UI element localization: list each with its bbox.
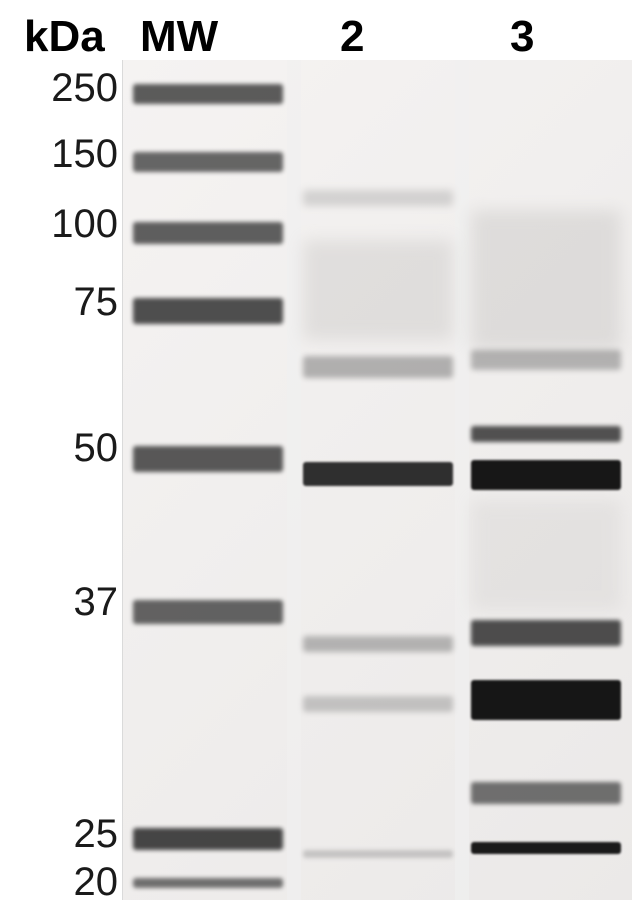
- band: [471, 680, 621, 720]
- band: [303, 850, 453, 858]
- band: [471, 842, 621, 854]
- band: [471, 620, 621, 646]
- mw-label-37: 37: [74, 580, 119, 625]
- smudge: [303, 240, 453, 340]
- lane-gap: [455, 60, 469, 900]
- smudge: [471, 210, 621, 350]
- band: [133, 152, 283, 172]
- western-blot-figure: kDa MW 2 3 250 150 100 75 50 37 2520: [0, 0, 640, 912]
- mw-label-100: 100: [51, 202, 118, 247]
- gel-membrane: [122, 60, 632, 900]
- band: [303, 696, 453, 712]
- smudge: [471, 500, 621, 610]
- mw-label-150: 150: [51, 132, 118, 177]
- lane-gap: [287, 60, 301, 900]
- band: [133, 878, 283, 888]
- mw-label-75: 75: [74, 280, 119, 325]
- band: [471, 782, 621, 804]
- band: [471, 350, 621, 370]
- band: [133, 600, 283, 624]
- lane-label-2: 2: [340, 12, 364, 62]
- band: [133, 298, 283, 324]
- band: [303, 462, 453, 486]
- mw-label-250: 250: [51, 66, 118, 111]
- band: [133, 828, 283, 850]
- mw-label-50: 50: [74, 426, 119, 471]
- band: [471, 460, 621, 490]
- band: [303, 356, 453, 378]
- lane-label-mw: MW: [140, 12, 218, 62]
- band: [303, 190, 453, 206]
- unit-label: kDa: [24, 12, 105, 62]
- band: [133, 84, 283, 104]
- band: [303, 636, 453, 652]
- lane-label-3: 3: [510, 12, 534, 62]
- band: [133, 446, 283, 472]
- mw-label-25: 25: [74, 812, 119, 857]
- mw-label-20: 20: [74, 860, 119, 905]
- band: [133, 222, 283, 244]
- band: [471, 426, 621, 442]
